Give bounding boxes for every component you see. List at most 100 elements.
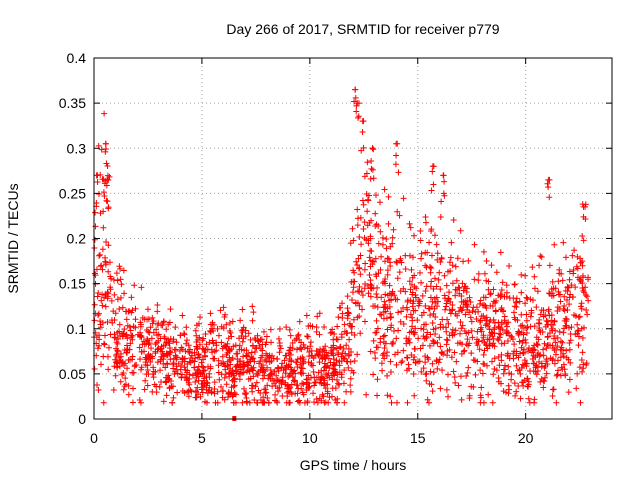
data-point bbox=[113, 339, 120, 346]
data-point bbox=[228, 356, 235, 363]
data-point bbox=[181, 330, 188, 337]
data-point bbox=[335, 349, 342, 356]
data-point bbox=[369, 166, 376, 173]
data-point bbox=[467, 299, 474, 306]
data-point bbox=[261, 328, 268, 335]
data-point bbox=[247, 358, 254, 365]
data-point bbox=[518, 364, 525, 371]
data-point bbox=[432, 299, 439, 306]
data-point bbox=[97, 361, 104, 368]
data-point bbox=[137, 319, 144, 326]
data-point bbox=[441, 272, 448, 279]
data-point bbox=[576, 313, 583, 320]
data-point bbox=[449, 307, 456, 314]
data-point bbox=[335, 380, 342, 387]
data-point bbox=[303, 379, 310, 386]
data-point bbox=[464, 369, 471, 376]
data-point bbox=[219, 345, 226, 352]
data-point bbox=[465, 364, 472, 371]
data-point bbox=[495, 353, 502, 360]
data-point bbox=[504, 352, 511, 359]
data-point bbox=[103, 182, 110, 189]
data-point bbox=[580, 361, 587, 368]
data-point bbox=[420, 309, 427, 316]
data-point bbox=[371, 303, 378, 310]
data-point bbox=[177, 332, 184, 339]
data-point bbox=[477, 367, 484, 374]
data-point bbox=[582, 284, 589, 291]
data-point bbox=[204, 346, 211, 353]
data-point bbox=[506, 370, 513, 377]
data-point bbox=[129, 353, 136, 360]
data-point bbox=[343, 330, 350, 337]
data-point bbox=[207, 329, 214, 336]
data-point bbox=[291, 367, 298, 374]
data-point bbox=[452, 292, 459, 299]
data-point bbox=[221, 313, 228, 320]
data-point bbox=[243, 352, 250, 359]
data-point bbox=[120, 333, 127, 340]
data-point bbox=[398, 359, 405, 366]
data-point bbox=[523, 294, 530, 301]
data-point bbox=[329, 350, 336, 357]
data-point bbox=[436, 334, 443, 341]
data-point bbox=[166, 319, 173, 326]
data-point bbox=[443, 303, 450, 310]
data-point bbox=[523, 311, 530, 318]
data-point bbox=[94, 382, 101, 389]
data-point bbox=[377, 228, 384, 235]
data-point bbox=[384, 255, 391, 262]
data-point bbox=[394, 275, 401, 282]
data-point bbox=[574, 265, 581, 272]
data-point bbox=[179, 387, 186, 394]
data-point bbox=[457, 373, 464, 380]
data-point bbox=[238, 332, 245, 339]
data-point bbox=[483, 277, 490, 284]
data-point bbox=[487, 291, 494, 298]
data-point bbox=[252, 383, 259, 390]
data-point bbox=[448, 354, 455, 361]
data-point bbox=[396, 212, 403, 219]
data-point bbox=[112, 310, 119, 317]
data-point bbox=[551, 360, 558, 367]
data-point bbox=[159, 322, 166, 329]
data-point bbox=[359, 292, 366, 299]
x-tick-label: 15 bbox=[410, 430, 426, 446]
data-point bbox=[285, 388, 292, 395]
data-point bbox=[323, 349, 330, 356]
data-point bbox=[208, 388, 215, 395]
data-point bbox=[257, 397, 264, 404]
data-point bbox=[510, 309, 517, 316]
data-point bbox=[470, 383, 477, 390]
data-point bbox=[170, 360, 177, 367]
data-point bbox=[196, 334, 203, 341]
data-point bbox=[239, 306, 246, 313]
data-point bbox=[93, 172, 100, 179]
data-point bbox=[157, 367, 164, 374]
data-point bbox=[578, 305, 585, 312]
data-point bbox=[237, 371, 244, 378]
data-point bbox=[428, 187, 435, 194]
data-point bbox=[170, 394, 177, 401]
data-point bbox=[206, 384, 213, 391]
data-point bbox=[104, 198, 111, 205]
data-point bbox=[558, 270, 565, 277]
data-point bbox=[314, 313, 321, 320]
data-point bbox=[489, 333, 496, 340]
data-point bbox=[543, 345, 550, 352]
data-point bbox=[102, 303, 109, 310]
data-point bbox=[204, 390, 211, 397]
x-tick-label: 20 bbox=[518, 430, 534, 446]
data-point bbox=[423, 377, 430, 384]
data-point bbox=[562, 315, 569, 322]
data-point bbox=[320, 367, 327, 374]
data-point bbox=[295, 331, 302, 338]
data-point bbox=[156, 383, 163, 390]
data-point bbox=[367, 175, 374, 182]
data-point bbox=[419, 292, 426, 299]
data-point bbox=[517, 395, 524, 402]
data-point bbox=[327, 330, 334, 337]
data-point bbox=[429, 298, 436, 305]
data-point bbox=[252, 336, 259, 343]
data-point bbox=[560, 353, 567, 360]
